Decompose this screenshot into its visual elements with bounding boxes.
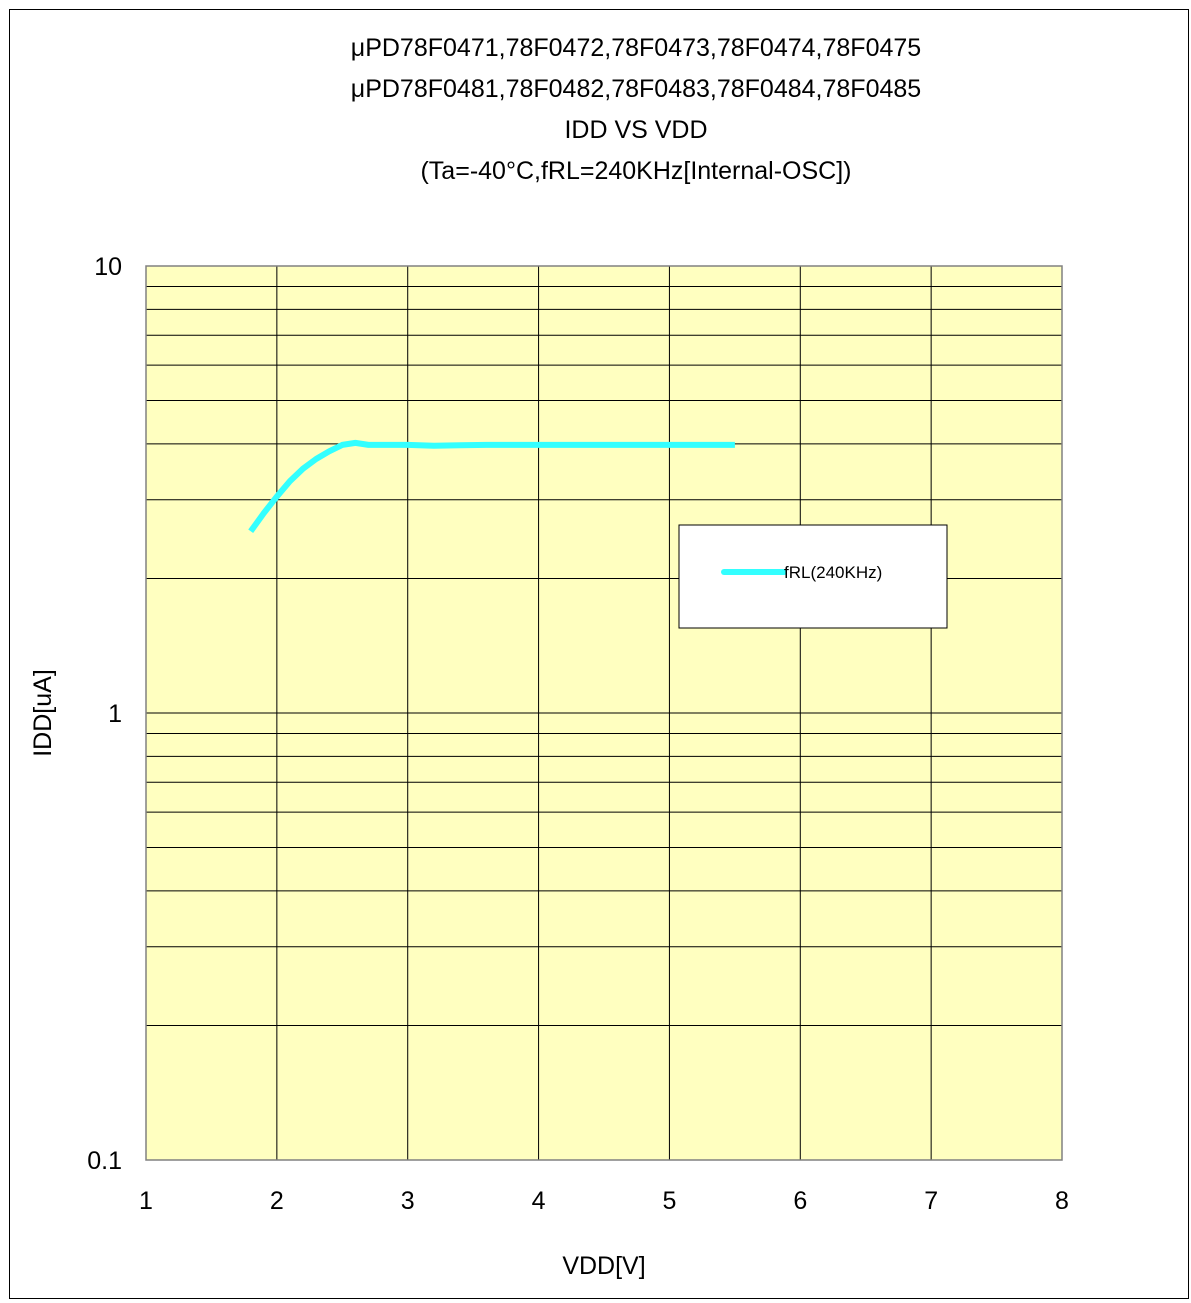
title-line-3: IDD VS VDD — [564, 116, 707, 144]
series-line-0 — [248, 439, 735, 534]
title-line-2: μPD78F0481,78F0482,78F0483,78F0484,78F04… — [351, 75, 921, 103]
plot-border — [145, 265, 1063, 1161]
x-tick-label: 7 — [924, 1187, 938, 1215]
series-group — [248, 439, 735, 534]
x-tick-label: 5 — [662, 1187, 676, 1215]
x-tick-label: 3 — [401, 1187, 415, 1215]
y-tick-label: 10 — [94, 253, 122, 281]
y-axis-title: IDD[uA] — [29, 669, 57, 757]
grid-lines — [146, 266, 1062, 1160]
legend: fRL(240KHz) — [678, 524, 948, 629]
x-tick-label: 8 — [1055, 1187, 1069, 1215]
x-tick-labels: 1 2 3 4 5 6 7 8 — [139, 1187, 1069, 1215]
y-tick-label: 0.1 — [87, 1147, 122, 1175]
x-tick-label: 6 — [793, 1187, 807, 1215]
x-axis-title: VDD[V] — [562, 1252, 645, 1280]
y-tick-labels: 10 1 0.1 — [87, 253, 122, 1175]
y-tick-label: 1 — [108, 700, 122, 728]
x-tick-label: 4 — [532, 1187, 546, 1215]
x-tick-label: 1 — [139, 1187, 153, 1215]
chart-title: μPD78F0471,78F0472,78F0473,78F0474,78F04… — [351, 34, 921, 185]
legend-label-fRL: fRL(240KHz) — [784, 563, 882, 582]
legend-box — [678, 524, 948, 629]
x-tick-label: 2 — [270, 1187, 284, 1215]
title-line-1: μPD78F0471,78F0472,78F0473,78F0474,78F04… — [351, 34, 921, 62]
title-line-4: (Ta=-40°C,fRL=240KHz[Internal-OSC]) — [420, 157, 851, 185]
